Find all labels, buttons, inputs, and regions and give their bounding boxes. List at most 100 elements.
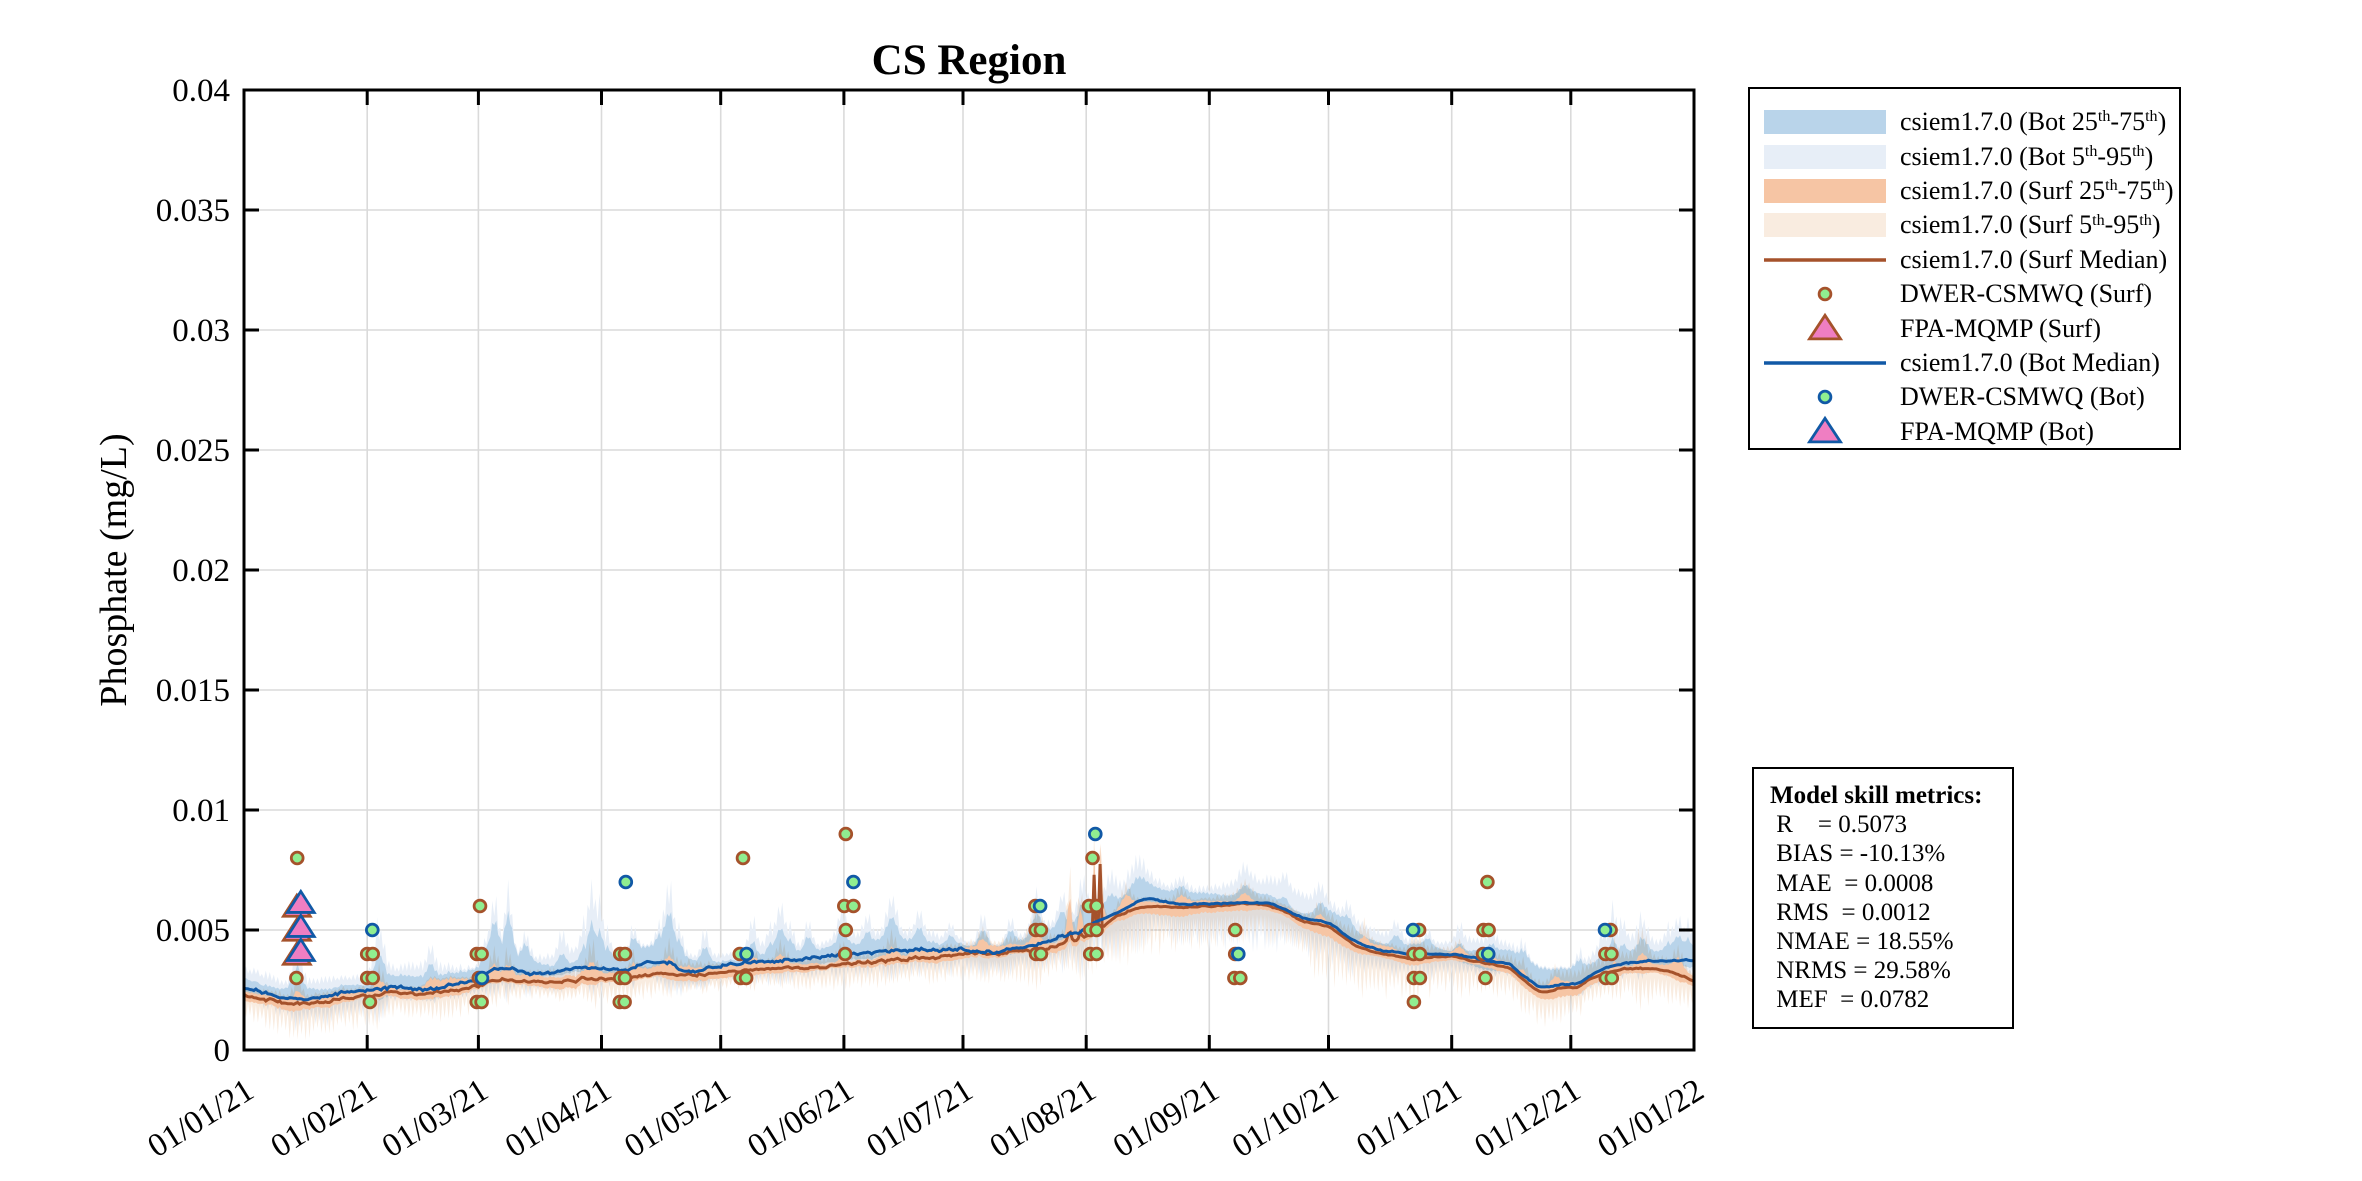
obs-circle-marker — [846, 898, 861, 914]
band-swatch-icon — [1764, 144, 1886, 169]
metrics-row-0: R = 0.5073 — [1770, 811, 1908, 839]
legend-label-surf_band_25_75: csiem1.7.0 (Surf 25th-75th) — [1900, 175, 2174, 205]
x-tick-label: 01/03/21 — [376, 1072, 495, 1165]
obs-circle-marker — [1604, 946, 1619, 962]
band-surf-5-95 — [244, 827, 1694, 1041]
obs-circle-marker — [838, 826, 854, 842]
metrics-row-2: MAE = 0.0008 — [1770, 869, 1934, 897]
legend-swatch-dwer_bot — [1750, 382, 1900, 412]
obs-circle-marker — [474, 994, 489, 1010]
x-tick-label: 01/11/21 — [1350, 1072, 1468, 1164]
obs-circle-marker — [1227, 922, 1243, 938]
legend-item-surf_median: csiem1.7.0 (Surf Median) — [1750, 243, 2179, 277]
gridlines — [243, 89, 1695, 1051]
obs-circle-marker — [1597, 922, 1613, 938]
metrics-row-5: NRMS = 29.58% — [1770, 957, 1951, 985]
legend-item-bot_band_25_75: csiem1.7.0 (Bot 25th-75th) — [1750, 105, 2179, 139]
legend-label-dwer_bot: DWER-CSMWQ (Bot) — [1900, 382, 2145, 412]
obs-circle-marker — [1405, 922, 1421, 938]
y-tick-label: 0.035 — [156, 193, 230, 229]
obs-circle-marker — [362, 994, 378, 1010]
triangle-marker-icon — [1806, 312, 1844, 340]
line-swatch-icon — [1764, 361, 1886, 365]
y-tick-label: 0.02 — [172, 553, 230, 589]
legend-label-surf_band_5_95: csiem1.7.0 (Surf 5th-95th) — [1900, 210, 2161, 240]
legend-item-bot_band_5_95: csiem1.7.0 (Bot 5th-95th) — [1750, 139, 2179, 173]
y-tick-label: 0.01 — [172, 793, 230, 829]
x-tick-label: 01/06/21 — [742, 1072, 861, 1165]
legend-item-dwer_surf: DWER-CSMWQ (Surf) — [1750, 277, 2179, 311]
legend-swatch-surf_band_5_95 — [1750, 210, 1900, 240]
legend-swatch-bot_band_25_75 — [1750, 107, 1900, 137]
x-tick-label: 01/05/21 — [618, 1072, 737, 1165]
band-surf-25-75 — [244, 845, 1694, 1013]
x-tick-label: 01/02/21 — [265, 1072, 384, 1165]
legend-swatch-fpa_surf — [1750, 312, 1900, 346]
legend-label-fpa_surf: FPA-MQMP (Surf) — [1900, 313, 2102, 343]
band-swatch-icon — [1764, 213, 1886, 238]
obs-circle-marker — [1406, 994, 1422, 1010]
circle-marker-icon — [1817, 286, 1833, 302]
legend-label-bot_median: csiem1.7.0 (Bot Median) — [1900, 347, 2160, 377]
metrics-row-6: MEF = 0.0782 — [1770, 986, 1930, 1014]
obs-circle-marker — [1231, 946, 1246, 962]
metrics-rows: R = 0.5073 BIAS = -10.13% MAE = 0.0008 R… — [1770, 810, 2012, 1014]
obs-circle-marker — [1089, 898, 1104, 914]
legend-label-surf_median: csiem1.7.0 (Surf Median) — [1900, 244, 2168, 274]
y-axis-label: Phosphate (mg/L) — [93, 433, 135, 707]
obs-circle-marker — [1233, 970, 1248, 986]
metrics-title: Model skill metrics: — [1770, 782, 1983, 809]
y-tick-label: 0.03 — [172, 313, 230, 349]
obs-circle-marker — [1412, 946, 1428, 962]
obs-circle-marker — [617, 946, 633, 962]
obs-circle-marker — [837, 946, 853, 962]
band-swatch-icon — [1764, 110, 1886, 135]
obs-circle-marker — [846, 874, 861, 890]
legend-item-dwer_bot: DWER-CSMWQ (Bot) — [1750, 380, 2179, 414]
y-tick-label: 0.025 — [156, 433, 230, 469]
obs-circle-marker — [739, 946, 754, 962]
obs-triangle-marker — [284, 912, 317, 938]
obs-circle-marker — [365, 946, 381, 962]
obs-circle-marker — [472, 898, 488, 914]
obs-circle-marker — [738, 970, 754, 986]
obs-circle-marker — [618, 874, 634, 890]
obs-circle-marker — [1089, 946, 1104, 962]
obs-circle-marker — [838, 922, 854, 938]
band-swatch-icon — [1764, 178, 1886, 203]
obs-circle-marker — [289, 850, 305, 866]
obs-circle-marker — [617, 994, 632, 1010]
legend-swatch-bot_median — [1750, 348, 1900, 378]
obs-circle-marker — [1604, 970, 1620, 986]
obs-circle-marker — [1480, 874, 1495, 890]
line-swatch-icon — [1764, 258, 1886, 262]
obs-triangle-marker — [284, 888, 317, 914]
obs-circle-marker — [1481, 922, 1496, 938]
obs-circle-marker — [1089, 922, 1104, 938]
obs-circle-marker — [1412, 970, 1428, 986]
metrics-row-3: RMS = 0.0012 — [1770, 898, 1931, 926]
legend-item-surf_band_5_95: csiem1.7.0 (Surf 5th-95th) — [1750, 208, 2179, 242]
obs-circle-marker — [474, 970, 490, 986]
legend-label-bot_band_5_95: csiem1.7.0 (Bot 5th-95th) — [1900, 141, 2154, 171]
y-tick-label: 0.015 — [156, 673, 230, 709]
obs-dwer-csmwq-surf — [289, 826, 1620, 1010]
x-tick-label: 01/12/21 — [1468, 1072, 1587, 1165]
legend-item-fpa_bot: FPA-MQMP (Bot) — [1750, 415, 2179, 449]
y-tick-label: 0.005 — [156, 913, 230, 949]
x-tick-label: 01/08/21 — [984, 1072, 1103, 1165]
legend-swatch-fpa_bot — [1750, 415, 1900, 449]
triangle-marker-icon — [1806, 415, 1844, 444]
x-tick-label: 01/01/22 — [1592, 1072, 1711, 1165]
band-bot-5-95 — [244, 854, 1694, 1032]
chart-title: CS Region — [871, 37, 1067, 84]
obs-circle-marker — [1480, 946, 1496, 962]
obs-circle-marker — [364, 922, 380, 938]
obs-dwer-csmwq-bot — [364, 826, 1613, 986]
legend-label-fpa_bot: FPA-MQMP (Bot) — [1900, 416, 2094, 446]
obs-triangle-marker — [284, 936, 317, 962]
legend: csiem1.7.0 (Bot 25th-75th) csiem1.7.0 (Bo… — [1748, 87, 2181, 450]
x-tick-label: 01/07/21 — [861, 1072, 980, 1165]
